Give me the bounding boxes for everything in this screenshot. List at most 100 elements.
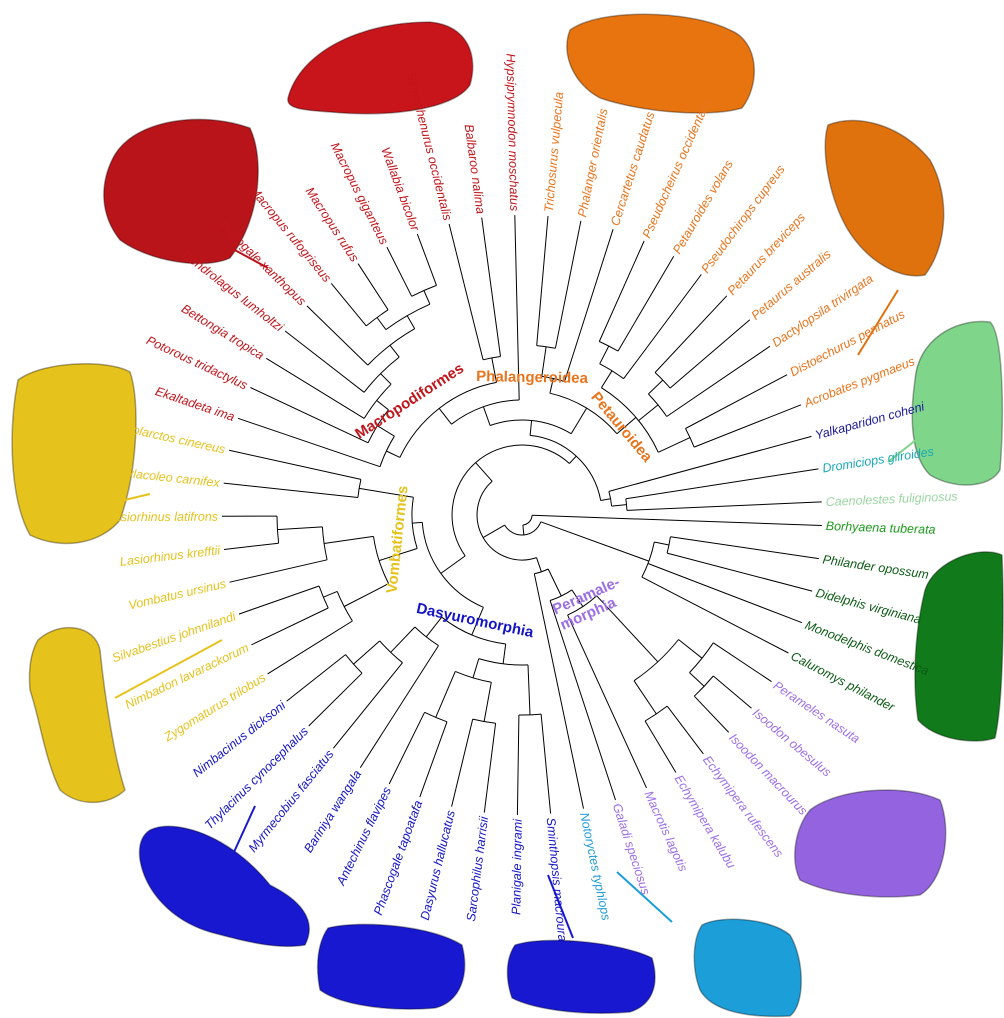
taxon-label-balbaroo-nalima: Balbaroo nalima [462, 123, 488, 214]
taxon-label-vombatus-ursinus: Vombatus ursinus [127, 577, 227, 613]
tree-branch-11 [641, 576, 789, 654]
tree-branch-115 [376, 317, 387, 330]
tree-arc-142 [599, 341, 619, 352]
taxon-label-dasyurus-hallucatus: Dasyurus hallucatus [418, 809, 458, 922]
tree-branch-98 [386, 450, 401, 458]
tree-branch-89 [228, 449, 362, 480]
tree-branch-46 [540, 714, 552, 814]
tree-arc-3 [504, 521, 542, 536]
tree-branch-88 [223, 482, 358, 498]
leader-lines [114, 234, 927, 939]
tree-branch-113 [406, 315, 416, 329]
tree-branch-32 [644, 720, 677, 773]
tree-branch-58 [425, 616, 443, 638]
taxon-label-phalanger-orientalis: Phalanger orientalis [575, 107, 610, 218]
tree-branch-139 [600, 370, 613, 388]
tree-branch-12 [482, 524, 505, 539]
tree-branch-151 [669, 319, 751, 389]
tree-branch-163 [626, 501, 822, 511]
taxon-label-caenolestes-fuliginosus: Caenolestes fuliginosus [825, 489, 958, 509]
clade-label-vombatiformes: Vombatiformes [383, 485, 411, 594]
tree-arc-19 [567, 595, 598, 616]
vombatiform-brain-2-render [28, 626, 126, 804]
tree-branch-28 [693, 695, 730, 733]
tree-branch-36 [475, 462, 493, 482]
tree-branch-10 [647, 563, 803, 624]
tree-branch-53 [451, 718, 474, 807]
tree-branch-136 [564, 229, 614, 382]
tree-arc-147 [648, 393, 668, 417]
tree-branch-22 [678, 639, 703, 659]
tree-branch-54 [435, 671, 456, 718]
tree-branch-90 [569, 455, 577, 464]
tree-branch-56 [419, 721, 448, 798]
tree-arc-111 [367, 328, 415, 366]
tree-branch-148 [648, 379, 664, 395]
tree-branch-48 [472, 658, 480, 678]
tree-branch-2 [522, 524, 525, 535]
tree-branch-38 [440, 555, 466, 574]
tree-arc-26 [693, 675, 714, 697]
clade-label-dasyuromorphia: Dasyuromorphia [415, 600, 536, 642]
phalangeroid-brain-1-render [566, 13, 756, 114]
tree-arc-43 [478, 658, 529, 666]
tree-branches [221, 215, 822, 816]
tree-branch-27 [712, 675, 752, 709]
tree-branch-125 [448, 223, 484, 360]
petauroid-brain-2-render [824, 119, 945, 277]
tree-branch-153 [658, 437, 691, 453]
leader-vombatiform-brain-1 [115, 493, 151, 503]
tree-branch-130 [549, 378, 554, 394]
tree-arc-69 [411, 497, 418, 549]
tree-arc-65 [345, 654, 363, 674]
tree-branch-94 [482, 406, 491, 426]
tree-branch-117 [330, 283, 367, 327]
tree-branch-70 [378, 548, 418, 562]
taxon-label-sminthopsis-macroura: Sminthopsis macroura [544, 817, 570, 942]
tree-branch-77 [251, 607, 329, 646]
tree-arc-71 [373, 536, 390, 584]
tree-branch-156 [693, 404, 802, 448]
brain-models [11, 13, 1004, 1018]
tree-branch-92 [529, 420, 533, 436]
tree-branch-150 [654, 295, 728, 373]
tree-branch-127 [514, 215, 520, 401]
tree-branch-122 [416, 233, 437, 286]
tree-arc-37 [451, 444, 570, 557]
caenolestes-brain-render [911, 320, 1004, 486]
tree-branch-60 [359, 645, 439, 768]
dasyuromorph-brain-2-render [506, 939, 656, 1014]
taxon-label-sarcophilus-harrisii: Sarcophilus harrisii [464, 815, 491, 923]
tree-branch-144 [617, 255, 675, 352]
tree-branch-100 [237, 417, 381, 468]
taxon-label-hypsiprymnodon-moschatus: Hypsiprymnodon moschatus [503, 53, 521, 211]
tree-branch-84 [223, 542, 279, 550]
taxon-label-borhyaena-tuberata: Borhyaena tuberata [826, 519, 936, 537]
taxon-label-macrotis-lagotis: Macrotis lagotis [641, 789, 690, 874]
tree-branch-137 [616, 417, 637, 435]
tree-branch-31 [666, 705, 704, 755]
tree-branch-64 [353, 640, 381, 665]
leader-thylacine-brain [233, 805, 256, 853]
tree-branch-96 [438, 408, 452, 425]
tree-branch-40 [471, 607, 484, 636]
clade-label-phalangeroidea: Phalangeroidea [476, 368, 589, 387]
tree-branch-162 [625, 468, 819, 500]
leader-petauroid-brain-2 [857, 289, 899, 356]
tree-arc-108 [363, 356, 400, 393]
clade-label-petauroidea: Petauroidea [587, 389, 656, 466]
tree-branch-110 [389, 344, 400, 358]
tree-arc-13 [476, 480, 537, 561]
leader-dasyuromorph-brain-2 [547, 874, 574, 939]
tree-branch-61 [390, 626, 416, 653]
tree-branch-103 [250, 387, 369, 444]
tree-arc-97 [399, 381, 497, 458]
tree-branch-9 [666, 552, 813, 592]
taxon-label-galadi-speciosus: Galadi speciosus [610, 802, 653, 897]
tree-arc-76 [318, 585, 329, 609]
tree-branch-72 [343, 583, 389, 607]
tree-branch-47 [516, 714, 520, 816]
tree-branch-66 [308, 672, 363, 727]
tree-branch-18 [571, 589, 584, 607]
